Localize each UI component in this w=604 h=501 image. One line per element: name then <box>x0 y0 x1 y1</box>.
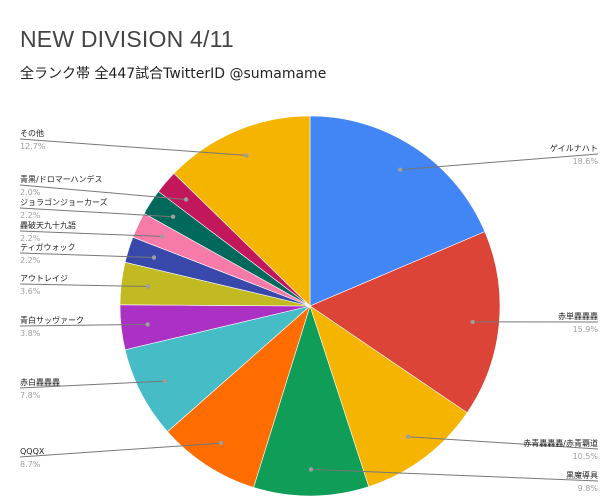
leader-dot <box>244 153 249 158</box>
leader-line <box>19 184 187 200</box>
slice-label: ゲイルナハト <box>550 143 598 153</box>
slice-percent: 18.6% <box>573 157 599 166</box>
leader-dot <box>160 234 165 239</box>
slice-percent: 10.5% <box>573 452 599 461</box>
pie-slice[interactable] <box>253 305 370 497</box>
pie-slice[interactable] <box>167 305 311 488</box>
slice-percent: 15.9% <box>573 325 599 334</box>
slice-percent: 3.8% <box>20 329 41 338</box>
leader-dot <box>218 440 224 446</box>
pie-slice[interactable] <box>173 115 311 307</box>
leader-dot <box>151 255 157 260</box>
slice-percent: 2.0% <box>20 188 41 197</box>
pie-slice[interactable] <box>124 305 311 433</box>
pie-slices <box>119 115 501 497</box>
leader-line <box>19 380 165 389</box>
pie-slice[interactable] <box>309 305 468 488</box>
slice-labels: ゲイルナハト 18.6% 赤単轟轟轟 15.9% 赤青轟轟轟/赤青覇道 10.5% 黒魔導具… <box>19 128 599 493</box>
slice-label: 轟破天九十九語 <box>20 220 76 230</box>
slice-percent: 3.6% <box>20 287 41 296</box>
pie-slice[interactable] <box>309 115 486 307</box>
slice-label: 赤白轟轟轟 <box>20 377 60 387</box>
slice-percent: 8.7% <box>20 460 41 469</box>
slice-label: 青白サッヴァーク <box>20 315 84 325</box>
leader-dot <box>470 319 475 325</box>
slice-label: ジョラゴンジョーカーズ <box>20 197 108 207</box>
leader-line <box>408 436 599 450</box>
leader-dot <box>183 197 189 202</box>
leader-line <box>19 252 155 258</box>
leader-dot <box>170 214 176 219</box>
leader-line <box>19 207 174 218</box>
slice-label: その他 <box>20 128 44 138</box>
pie-slice[interactable] <box>309 231 501 414</box>
leader-dot <box>145 284 150 289</box>
slice-label: アウトレイジ <box>20 274 68 283</box>
leader-dot <box>145 322 150 327</box>
slice-label: ティガウォック <box>20 242 76 252</box>
leader-dot <box>397 167 403 172</box>
leader-line <box>19 323 148 327</box>
slice-percent: 7.8% <box>20 391 41 400</box>
leader-dot <box>308 467 314 472</box>
slice-percent: 9.8% <box>578 484 599 493</box>
chart-title: NEW DIVISION 4/11 <box>20 26 234 52</box>
slice-label: 青黒/ドロマーハンデス <box>20 174 103 184</box>
slice-label: 黒魔導具 <box>566 470 598 480</box>
leader-dot <box>405 434 411 439</box>
slice-label: 赤単轟轟轟 <box>558 311 598 321</box>
leader-line <box>400 153 599 171</box>
slice-percent: 2.2% <box>20 234 41 243</box>
chart-subtitle: 全ランク帯 全447試合TwitterID @sumamame <box>20 66 327 82</box>
leader-line <box>310 468 599 482</box>
slice-percent: 2.2% <box>20 256 41 265</box>
slice-percent: 2.2% <box>20 211 41 220</box>
slice-percent: 12.7% <box>20 142 46 151</box>
leader-line <box>19 283 148 287</box>
slice-label: QQQX <box>20 447 45 456</box>
leader-dot <box>162 378 168 384</box>
slice-label: 赤青轟轟轟/赤青覇道 <box>523 438 598 448</box>
leader-line <box>19 442 222 458</box>
leader-line <box>19 230 163 237</box>
leader-line <box>19 138 247 156</box>
